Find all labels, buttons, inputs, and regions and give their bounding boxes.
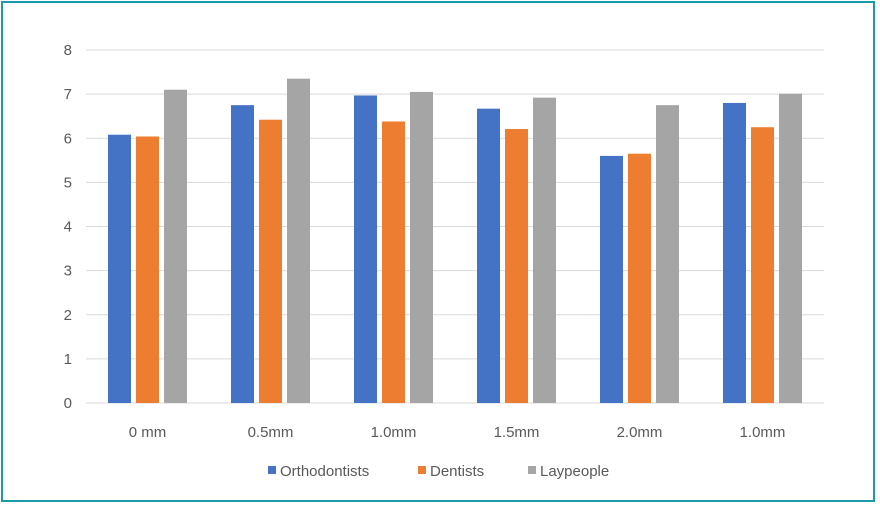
bar-laypeople-2 [410, 91, 433, 403]
bar-laypeople-3 [533, 97, 556, 403]
legend-swatch-laypeople [528, 466, 536, 474]
bar-orthodontists-5 [723, 102, 746, 403]
bar-laypeople-0 [164, 89, 187, 404]
x-tick-label: 0 mm [129, 424, 167, 441]
bar-dentists-4 [628, 153, 651, 403]
bars [108, 78, 802, 404]
bar-dentists-0 [136, 136, 159, 404]
bar-dentists-3 [505, 128, 528, 403]
legend-label-laypeople: Laypeople [540, 463, 609, 480]
bar-laypeople-4 [656, 105, 679, 403]
legend-swatch-dentists [418, 466, 426, 474]
bar-dentists-1 [259, 119, 282, 403]
legend: Orthodontists Dentists Laypeople [268, 463, 609, 480]
y-tick-label: 3 [64, 263, 72, 280]
y-tick-label: 6 [64, 130, 72, 147]
bar-orthodontists-2 [354, 95, 377, 403]
gridlines [86, 49, 824, 404]
bar-orthodontists-4 [600, 155, 623, 403]
x-axis-ticks: 0 mm 0.5mm 1.0mm 1.5mm 2.0mm 1.0mm [129, 424, 786, 441]
y-tick-label: 1 [64, 351, 72, 368]
bar-orthodontists-0 [108, 134, 131, 403]
x-tick-label: 1.0mm [371, 424, 417, 441]
bar-dentists-5 [751, 127, 774, 403]
y-tick-label: 5 [64, 174, 72, 191]
y-tick-label: 8 [64, 42, 72, 59]
x-tick-label: 1.0mm [740, 424, 786, 441]
y-tick-label: 0 [64, 395, 72, 412]
x-tick-label: 2.0mm [617, 424, 663, 441]
y-tick-label: 4 [64, 219, 72, 236]
x-tick-label: 1.5mm [494, 424, 540, 441]
y-tick-label: 2 [64, 307, 72, 324]
legend-swatch-orthodontists [268, 466, 276, 474]
y-axis-ticks: 0 1 2 3 4 5 6 7 8 [64, 42, 72, 412]
x-tick-label: 0.5mm [248, 424, 294, 441]
bar-dentists-2 [382, 121, 405, 404]
y-tick-label: 7 [64, 86, 72, 103]
legend-label-dentists: Dentists [430, 463, 484, 480]
bar-laypeople-5 [779, 93, 802, 403]
bar-orthodontists-3 [477, 108, 500, 403]
legend-label-orthodontists: Orthodontists [280, 463, 369, 480]
bar-laypeople-1 [287, 78, 310, 404]
bar-orthodontists-1 [231, 105, 254, 403]
